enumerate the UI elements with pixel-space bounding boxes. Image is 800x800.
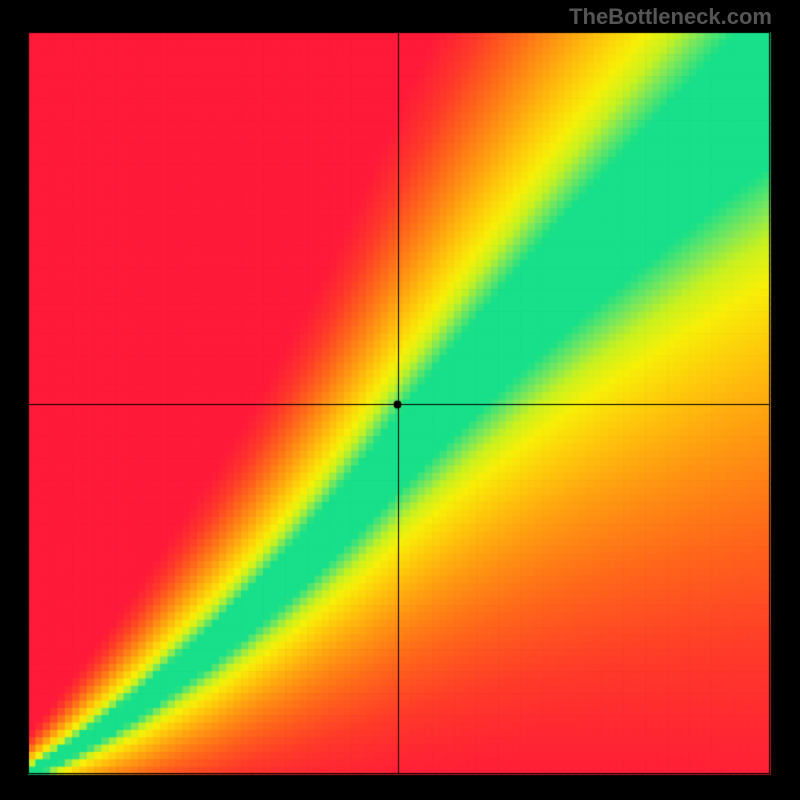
chart-container: TheBottleneck.com: [0, 0, 800, 800]
watermark-text: TheBottleneck.com: [569, 4, 772, 30]
bottleneck-heatmap: [0, 0, 800, 800]
